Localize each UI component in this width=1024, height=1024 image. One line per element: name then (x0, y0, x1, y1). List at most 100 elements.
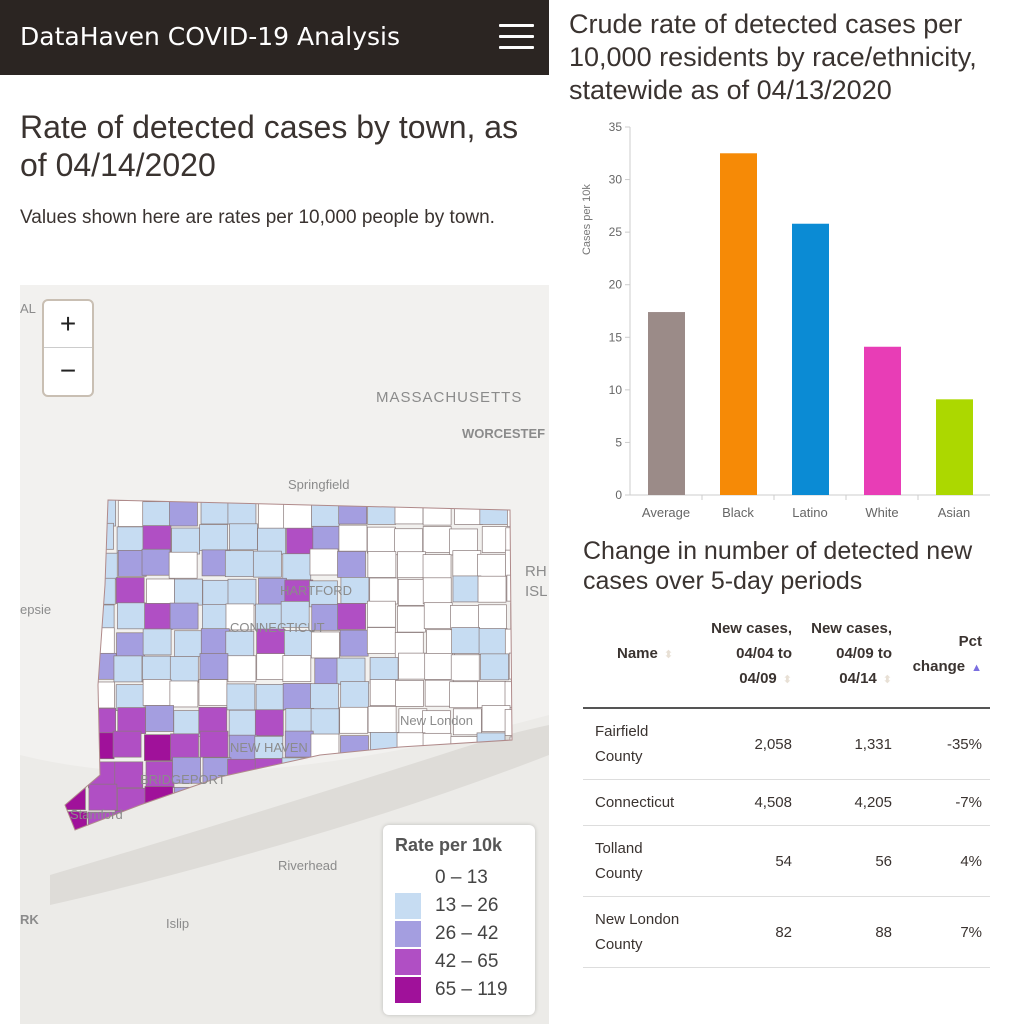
town-area[interactable] (172, 756, 201, 784)
town-area[interactable] (257, 527, 286, 555)
town-area[interactable] (423, 602, 453, 630)
town-area[interactable] (224, 550, 254, 578)
town-area[interactable] (169, 656, 199, 683)
town-area[interactable] (450, 654, 480, 682)
town-area[interactable] (58, 680, 87, 708)
town-area[interactable] (283, 630, 313, 657)
column-header-name[interactable]: Name ⬍ (583, 612, 700, 709)
town-area[interactable] (506, 574, 535, 602)
town-area[interactable] (507, 501, 535, 528)
town-area[interactable] (424, 653, 454, 680)
town-area[interactable] (367, 526, 396, 554)
town-area[interactable] (115, 684, 145, 712)
town-area[interactable] (87, 707, 117, 735)
town-area[interactable] (170, 733, 199, 761)
town-area[interactable] (340, 576, 370, 604)
town-area[interactable] (477, 575, 507, 603)
town-area[interactable] (477, 681, 506, 708)
town-area[interactable] (226, 683, 256, 711)
town-area[interactable] (479, 498, 509, 525)
town-area[interactable] (174, 630, 203, 658)
town-area[interactable] (59, 704, 88, 732)
town-area[interactable] (508, 652, 537, 680)
table-row[interactable]: Tolland County 54 56 4% (583, 825, 990, 897)
town-area[interactable] (227, 498, 257, 525)
town-area[interactable] (367, 551, 397, 578)
town-area[interactable] (336, 657, 366, 685)
town-area[interactable] (424, 679, 454, 707)
town-area[interactable] (312, 525, 342, 553)
town-area[interactable] (202, 579, 232, 607)
town-area[interactable] (426, 629, 455, 657)
town-area[interactable] (227, 578, 257, 606)
town-area[interactable] (452, 575, 482, 603)
town-area[interactable] (200, 628, 230, 656)
town-area[interactable] (228, 734, 258, 762)
town-area[interactable] (510, 602, 539, 630)
town-area[interactable] (282, 655, 312, 682)
town-area[interactable] (145, 761, 175, 788)
town-area[interactable] (311, 500, 340, 527)
town-area[interactable] (338, 498, 368, 525)
town-area[interactable] (228, 709, 258, 737)
town-area[interactable] (199, 524, 228, 551)
town-area[interactable] (504, 709, 533, 736)
town-area[interactable] (450, 605, 479, 632)
town-area[interactable] (59, 548, 87, 576)
town-area[interactable] (169, 500, 198, 527)
town-area[interactable] (171, 527, 200, 555)
town-area[interactable] (478, 628, 508, 655)
town-area[interactable] (310, 631, 340, 659)
town-area[interactable] (397, 578, 427, 606)
town-area[interactable] (310, 683, 339, 711)
town-area[interactable] (142, 655, 171, 683)
town-area[interactable] (198, 706, 228, 734)
zoom-out-button[interactable]: − (59, 355, 77, 386)
town-area[interactable] (85, 522, 114, 550)
town-area[interactable] (366, 600, 396, 628)
town-area[interactable] (169, 602, 199, 630)
column-header-period1[interactable]: New cases, 04/04 to 04/09 ⬍ (700, 612, 800, 709)
town-area[interactable] (369, 657, 399, 684)
column-header-pct-change[interactable]: Pct change ▲ (900, 612, 990, 709)
town-area[interactable] (258, 577, 287, 605)
town-area[interactable] (504, 681, 533, 709)
town-area[interactable] (369, 577, 399, 605)
town-area[interactable] (169, 680, 199, 708)
town-area[interactable] (283, 502, 313, 530)
town-area[interactable] (282, 683, 312, 710)
town-area[interactable] (117, 550, 147, 577)
town-area[interactable] (504, 628, 533, 656)
town-area[interactable] (146, 578, 175, 606)
town-area[interactable] (422, 499, 452, 526)
town-area[interactable] (168, 551, 198, 579)
town-area[interactable] (116, 526, 146, 554)
map-canvas[interactable] (20, 285, 549, 1024)
town-area[interactable] (88, 552, 118, 580)
town-area[interactable] (478, 604, 507, 632)
town-area[interactable] (61, 730, 90, 758)
town-area[interactable] (199, 730, 229, 758)
town-area[interactable] (142, 501, 172, 529)
choropleth-map[interactable]: AL MASSACHUSETTS WORCESTEF Springfield R… (20, 285, 549, 1024)
town-area[interactable] (367, 706, 397, 733)
town-area[interactable] (309, 580, 338, 608)
town-area[interactable] (144, 734, 173, 762)
town-area[interactable] (199, 653, 229, 680)
town-area[interactable] (422, 554, 452, 581)
town-area[interactable] (144, 603, 173, 630)
town-area[interactable] (200, 498, 230, 525)
town-area[interactable] (225, 630, 255, 658)
town-area[interactable] (311, 603, 341, 631)
town-area[interactable] (86, 577, 116, 605)
town-area[interactable] (63, 657, 92, 685)
town-area[interactable] (174, 578, 203, 606)
town-area[interactable] (454, 498, 483, 525)
town-area[interactable] (397, 605, 426, 633)
town-area[interactable] (113, 655, 143, 683)
town-area[interactable] (285, 708, 315, 735)
town-area[interactable] (256, 653, 286, 680)
town-area[interactable] (398, 652, 427, 680)
town-area[interactable] (395, 679, 424, 707)
town-area[interactable] (338, 524, 368, 552)
